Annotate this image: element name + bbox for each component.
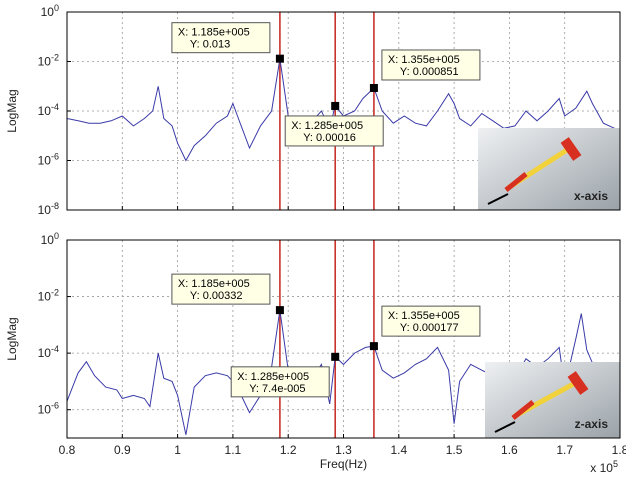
x-axis-label: Freq(Hz) [320,457,367,471]
x-multiplier: x 105 [590,459,618,475]
x-tick-label: 1.6 [501,443,518,457]
datatip-x: X: 1.285e+005 [237,371,309,383]
x-tick-label: 1.2 [280,443,297,457]
y-tick-label: 10-4 [38,102,59,118]
y-tick-label: 10-8 [38,201,59,217]
y-tick-label: 10-6 [38,152,59,168]
datatip-point [331,352,340,361]
x-tick-label: 1.8 [612,443,626,457]
x-tick-label: 0.9 [114,443,131,457]
series-line [67,310,620,435]
y-axis-label: LogMag [5,317,19,360]
datatip-point [275,54,284,63]
datatip-box [381,49,481,81]
datatip-x: X: 1.285e+005 [291,120,363,132]
axis-arrow [494,421,516,433]
datatip-box [171,22,271,54]
x-tick-label: 1.3 [335,443,352,457]
datatip-x: X: 1.185e+005 [178,27,250,39]
datatip-y: Y: 0.000851 [400,66,459,78]
datatip-y: Y: 7.4e-005 [249,383,305,395]
datatip-x: X: 1.355e+005 [388,54,460,66]
inset-image: x-axis [478,128,620,210]
datatip-y: Y: 0.00332 [190,290,243,302]
inset-image: z-axis [485,362,620,438]
datatip-point [331,101,340,110]
probe-tip [511,400,535,420]
datatip-box [171,273,271,305]
probe-flange [560,137,582,161]
datatip-y: Y: 0.00016 [303,132,356,144]
datatip-box [230,366,330,398]
plot-content [67,240,620,438]
y-tick-label: 10-4 [38,344,59,360]
x-tick-label: 1.4 [390,443,407,457]
datatip-y: Y: 0.000177 [400,322,459,334]
x-tick-label: 0.8 [59,443,76,457]
probe-tip [504,172,528,192]
datatip-point [369,83,378,92]
y-tick-label: 100 [41,231,59,247]
y-tick-label: 100 [41,3,59,19]
datatip-x: X: 1.185e+005 [178,278,250,290]
subplot: 0.8 0.9 1 1.1 1.2 1.3 1.4 1.5 1.6 1.7 1.8 100 10-2 10… [5,231,626,475]
datatip-box [284,115,384,147]
axes-frame [66,239,621,439]
x-tick-label: 1 [174,443,181,457]
x-tick-label: 1.7 [556,443,573,457]
datatip-box [381,305,481,337]
x-tick-label: 1.5 [446,443,463,457]
datatip-x: X: 1.355e+005 [388,310,460,322]
datatip-point [275,306,284,315]
y-tick-label: 10-2 [38,53,59,69]
probe-flange [567,371,589,395]
inset-label: x-axis [574,189,608,203]
x-tick-label: 1.1 [225,443,242,457]
y-tick-label: 10-2 [38,288,59,304]
axes-frame [66,11,621,211]
y-tick-label: 10-6 [38,401,59,417]
y-axis-label: LogMag [5,89,19,132]
datatip-y: Y: 0.013 [190,39,230,51]
datatip-point [369,342,378,351]
inset-label: z-axis [575,417,609,431]
axis-arrow [487,193,509,205]
